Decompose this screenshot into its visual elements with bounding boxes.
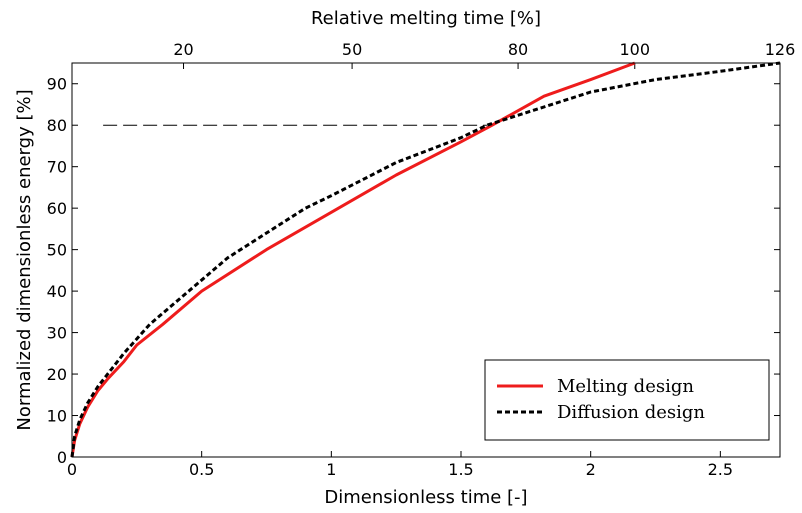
x-tick-label: 0.5 [189, 460, 214, 479]
plot-frame [71, 62, 781, 458]
series-line-diffusion [70, 61, 781, 458]
y-tick-label: 50 [47, 241, 67, 260]
x-tick-label: 1 [326, 460, 336, 479]
x-tick-label: 2 [586, 460, 596, 479]
x-axis-title: Dimensionless time [-] [324, 487, 527, 508]
y-tick-label: 60 [47, 199, 67, 218]
top-tick-label: 100 [619, 40, 650, 59]
top-tick-label: 20 [173, 40, 193, 59]
top-axis-title: Relative melting time [%] [311, 8, 541, 29]
top-tick-label: 80 [508, 40, 528, 59]
y-tick-label: 10 [47, 407, 67, 426]
series-line-melting [70, 61, 636, 458]
legend-label-diffusion: Diffusion design [557, 402, 705, 423]
ticks-layer: 0 0.5 1 1.5 2 2.5 0 10 20 30 40 50 60 70 80 90 20 50 80 100… [47, 40, 796, 479]
x-tick-label: 1.5 [448, 460, 473, 479]
y-tick-label: 20 [47, 365, 67, 384]
top-tick-label: 50 [342, 40, 362, 59]
legend-box [484, 359, 770, 441]
legend-label-melting: Melting design [557, 376, 694, 397]
y-tick-label: 0 [57, 448, 67, 467]
y-axis-title: Normalized dimensionless energy [%] [14, 89, 35, 430]
x-tick-label: 0 [67, 460, 77, 479]
y-tick-label: 40 [47, 282, 67, 301]
y-tick-label: 70 [47, 158, 67, 177]
top-tick-label: 126 [765, 40, 796, 59]
y-tick-label: 30 [47, 324, 67, 343]
series-layer [70, 61, 781, 458]
y-tick-label: 90 [47, 75, 67, 94]
y-tick-label: 80 [47, 116, 67, 135]
legend: Melting design Diffusion design [484, 359, 770, 441]
x-tick-label: 2.5 [708, 460, 733, 479]
